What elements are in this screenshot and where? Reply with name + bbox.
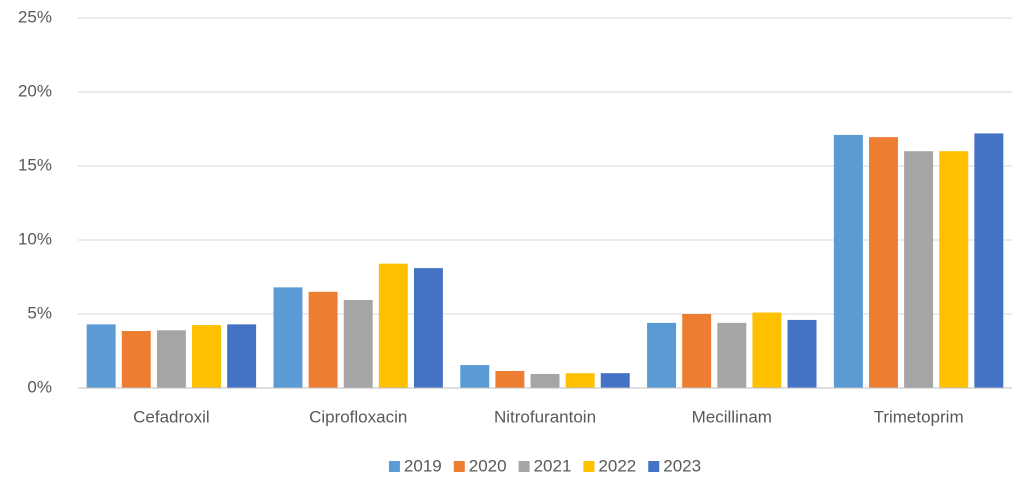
bar [904,151,934,388]
bar [974,133,1004,388]
bar [565,373,595,388]
legend-swatch [648,461,660,472]
bar [378,263,408,388]
legend-label: 2019 [404,456,442,475]
y-tick-label: 5% [27,303,52,322]
legend-label: 2021 [534,456,572,475]
legend-swatch [518,461,530,472]
bar [121,331,151,388]
bar [833,134,863,388]
legend-label: 2023 [663,456,701,475]
y-tick-label: 25% [18,7,52,26]
bar [156,330,186,388]
bar [227,324,257,388]
bar [495,370,525,388]
x-tick-label: Ciprofloxacin [309,407,407,426]
bar [682,314,712,388]
bar [273,287,303,388]
y-tick-label: 15% [18,155,52,174]
bar [460,365,490,388]
bar [647,322,677,388]
x-tick-label: Nitrofurantoin [494,407,596,426]
bar [869,137,898,388]
x-tick-label: Cefadroxil [133,407,210,426]
bar [717,322,747,388]
bar [939,151,969,388]
bar [86,324,116,388]
x-tick-label: Trimetoprim [874,407,964,426]
legend-swatch [583,461,595,472]
legend-swatch [453,461,465,472]
bar [413,268,443,388]
y-tick-label: 10% [18,229,52,248]
legend-swatch [388,461,400,472]
bar [600,373,630,388]
y-tick-label: 20% [18,81,52,100]
legend-label: 2020 [469,456,507,475]
bar [530,373,560,388]
legend-label: 2022 [598,456,636,475]
bar [308,291,338,388]
y-tick-label: 0% [27,377,52,396]
bar [343,299,373,388]
bar [192,325,221,388]
bar [787,319,817,388]
bar [752,312,782,388]
x-tick-label: Mecillinam [692,407,772,426]
